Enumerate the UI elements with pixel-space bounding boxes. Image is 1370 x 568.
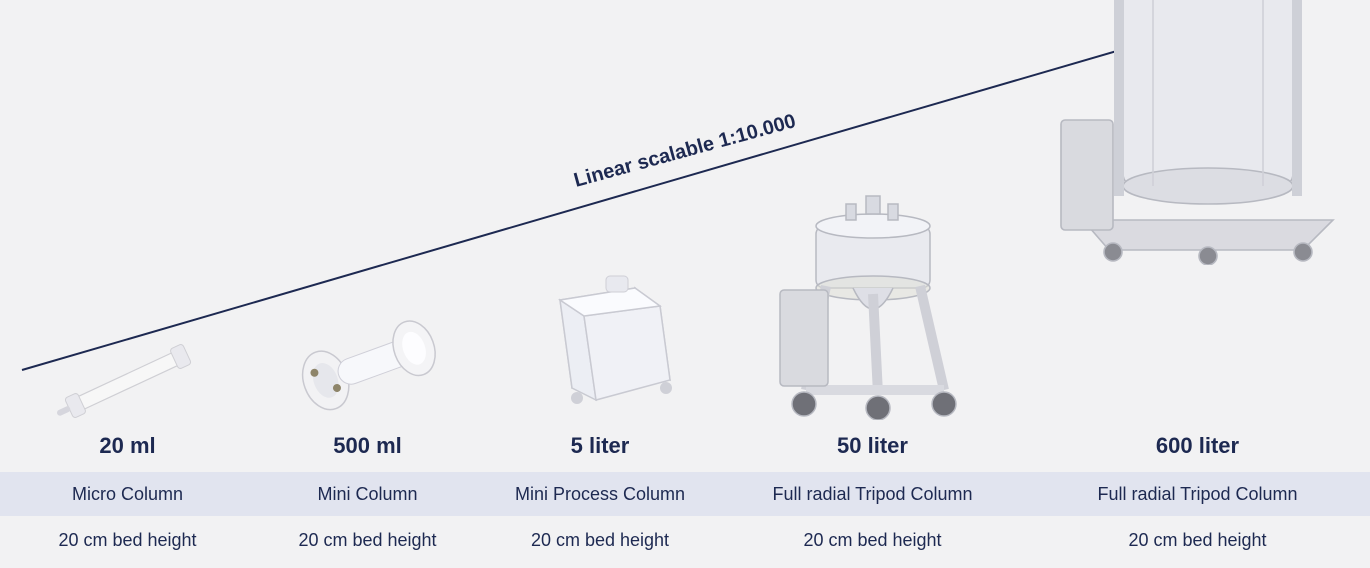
micro-column-image [0,342,255,420]
scale-arrow-label: Linear scalable 1:10.000 [572,110,799,193]
name-0: Micro Column [0,484,255,505]
name-2: Mini Process Column [480,484,720,505]
scalability-diagram: Linear scalable 1:10.000 [0,0,1370,568]
mini-column-image [255,310,480,420]
volume-0: 20 ml [0,433,255,459]
bed-4: 20 cm bed height [1025,530,1370,551]
tripod-600-image [1025,0,1370,265]
volume-3: 50 liter [720,433,1025,459]
tripod-50-image [720,190,1025,420]
volume-4: 600 liter [1025,433,1370,459]
product-col-2 [480,210,720,420]
name-3: Full radial Tripod Column [720,484,1025,505]
name-1: Mini Column [255,484,480,505]
bed-3: 20 cm bed height [720,530,1025,551]
volume-row: 20 ml 500 ml 5 liter 50 liter 600 liter [0,420,1370,472]
product-col-4 [1025,210,1370,420]
name-row: Micro Column Mini Column Mini Process Co… [0,472,1370,516]
product-col-3 [720,210,1025,420]
product-row [0,210,1370,420]
mini-process-column-image [480,270,720,420]
product-col-0 [0,210,255,420]
bed-2: 20 cm bed height [480,530,720,551]
volume-2: 5 liter [480,433,720,459]
label-rows: 20 ml 500 ml 5 liter 50 liter 600 liter … [0,420,1370,564]
product-col-1 [255,210,480,420]
name-4: Full radial Tripod Column [1025,484,1370,505]
bed-1: 20 cm bed height [255,530,480,551]
bed-height-row: 20 cm bed height 20 cm bed height 20 cm … [0,516,1370,564]
bed-0: 20 cm bed height [0,530,255,551]
volume-1: 500 ml [255,433,480,459]
